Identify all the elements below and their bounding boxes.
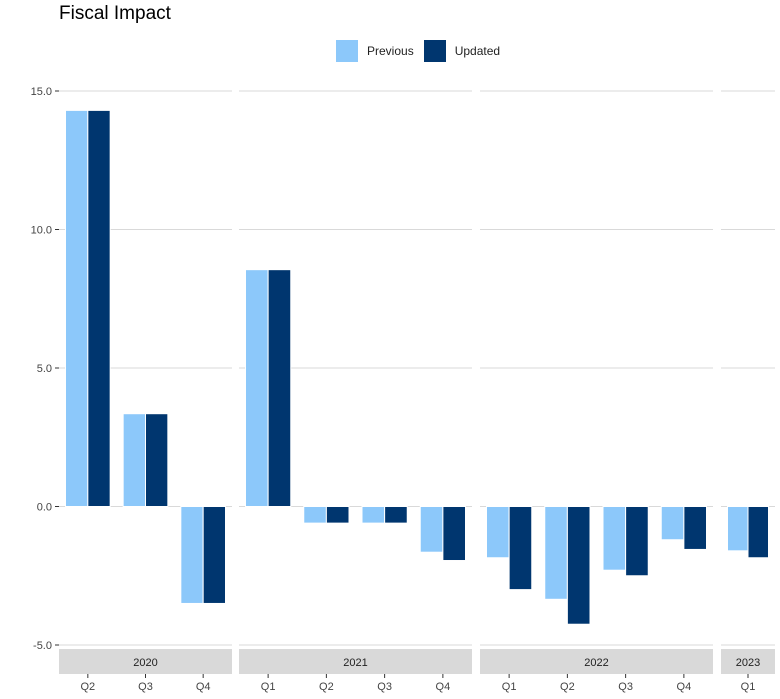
facet-strip-label: 2023 — [736, 657, 760, 669]
bar-previous — [65, 109, 89, 507]
bar-updated — [625, 506, 649, 577]
bar-updated — [384, 506, 408, 524]
legend-label-updated: Updated — [454, 44, 501, 58]
x-tick-label: Q2 — [560, 681, 575, 693]
bar-previous — [544, 506, 568, 600]
bar-previous — [419, 506, 444, 553]
bar-previous — [602, 506, 627, 571]
bar-previous — [245, 269, 269, 508]
bar-updated — [442, 506, 466, 562]
facet-strip-label: 2021 — [343, 657, 367, 669]
legend-swatch-updated — [423, 40, 446, 62]
bar-updated — [202, 506, 227, 604]
facet-strip-label: 2020 — [133, 657, 157, 669]
bar-previous — [180, 506, 204, 604]
bar-previous — [303, 506, 327, 524]
x-tick-label: Q3 — [138, 681, 153, 693]
x-tick-label: Q2 — [80, 681, 95, 693]
bar-updated — [267, 269, 292, 508]
bar-updated — [566, 506, 591, 625]
facet-strip-label: 2022 — [584, 657, 608, 669]
x-tick-label: Q1 — [741, 681, 756, 693]
bar-updated — [325, 506, 350, 524]
bar-updated — [683, 506, 707, 550]
y-tick-label: 10.0 — [31, 225, 52, 237]
facet-strip — [721, 649, 775, 674]
y-tick-label: 0.0 — [37, 502, 52, 514]
x-tick-label: Q3 — [377, 681, 392, 693]
x-tick-label: Q1 — [502, 681, 517, 693]
x-tick-label: Q4 — [196, 681, 211, 693]
legend-label-previous: Previous — [367, 44, 414, 58]
y-tick-label: -5.0 — [33, 640, 52, 652]
facet-strip — [239, 649, 472, 674]
x-tick-label: Q2 — [319, 681, 334, 693]
bar-updated — [145, 413, 169, 507]
bar-updated — [508, 506, 533, 591]
x-tick-label: Q4 — [436, 681, 451, 693]
facet-strip — [480, 649, 713, 674]
bar-previous — [727, 506, 749, 552]
bar-updated — [87, 109, 111, 507]
legend-item-updated: Updated — [423, 40, 501, 62]
bar-previous — [486, 506, 510, 559]
bar-previous — [361, 506, 386, 524]
x-tick-label: Q4 — [677, 681, 692, 693]
legend-item-previous: Previous — [336, 40, 414, 62]
chart-title: Fiscal Impact — [59, 3, 171, 24]
legend: Previous Updated — [336, 40, 510, 62]
x-tick-label: Q3 — [618, 681, 633, 693]
legend-swatch-previous — [336, 40, 358, 62]
bar-updated — [747, 506, 769, 559]
bar-previous — [122, 413, 146, 507]
facet-strip — [59, 649, 232, 674]
y-tick-label: 15.0 — [31, 86, 52, 98]
x-tick-label: Q1 — [261, 681, 276, 693]
y-tick-label: 5.0 — [37, 363, 52, 375]
bar-previous — [660, 506, 685, 541]
